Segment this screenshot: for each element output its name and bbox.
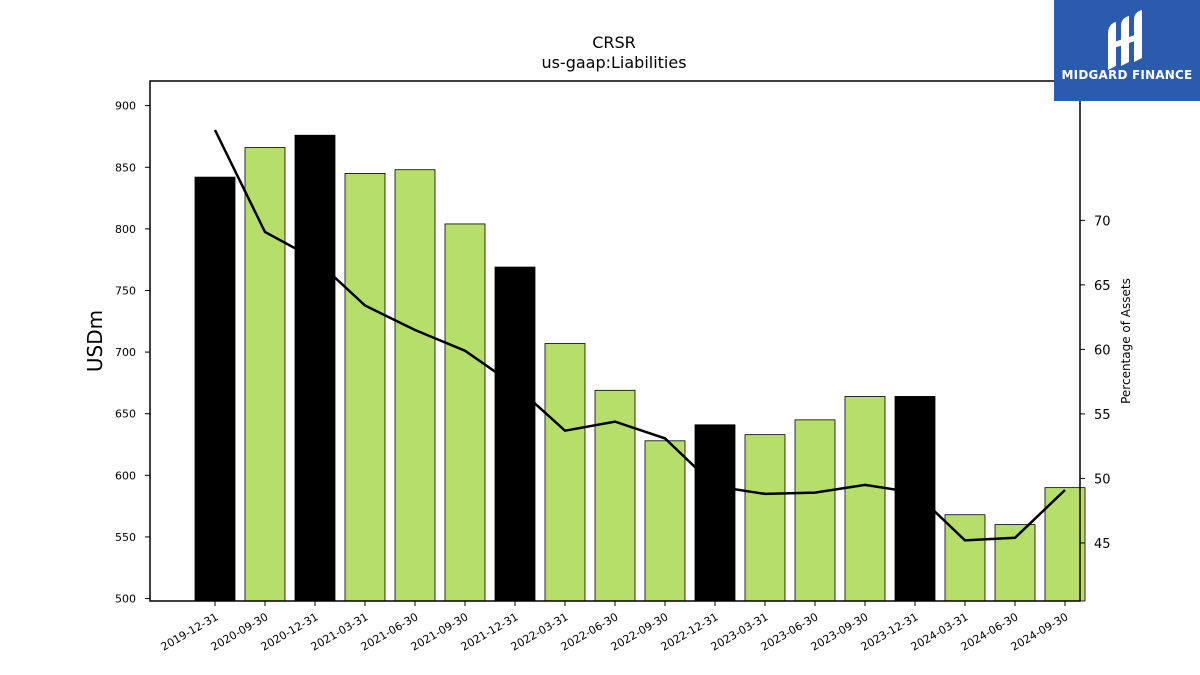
bar-2023-06-30 [794,419,836,602]
bar-2020-12-31 [294,134,336,602]
y2-axis-ticks: 45 50 55 60 65 70 [1080,214,1111,552]
y2-axis-label: Percentage of Assets [1119,278,1133,404]
bar-series [194,134,1086,602]
y-axis-label: USDm [83,310,107,372]
bar-2021-12-31 [494,266,536,602]
bar-2024-06-30 [994,524,1036,602]
bar-2020-09-30 [244,147,286,602]
bar-2021-09-30 [444,223,486,602]
y-tick-label: 550 [115,531,136,544]
chart-subtitle: us-gaap:Liabilities [541,53,686,72]
y2-tick-label: 60 [1094,343,1111,358]
percentage-line [213,129,1066,542]
y2-tick-label: 55 [1094,408,1111,423]
bar-2023-03-31 [744,434,786,602]
y2-tick-label: 50 [1094,472,1111,487]
bar-2022-03-31 [544,343,586,602]
bar-2023-12-31 [894,396,936,602]
y-tick-label: 600 [115,469,136,482]
y-tick-label: 700 [115,346,136,359]
y2-tick-label: 65 [1094,279,1111,294]
y2-tick-label: 70 [1094,214,1111,229]
bar-2021-06-30 [394,169,436,602]
bar-2021-03-31 [344,173,386,602]
x-axis-ticks: 2019-12-312020-09-302020-12-312021-03-31… [159,601,1071,654]
y-tick-label: 850 [115,161,136,174]
bar-2022-12-31 [694,424,736,602]
y-tick-label: 900 [115,100,136,113]
bar-2024-09-30 [1044,487,1086,602]
y-tick-label: 800 [115,223,136,236]
y-tick-label: 500 [115,593,136,606]
chart-title: CRSR [592,33,636,52]
y-tick-label: 650 [115,408,136,421]
plot-frame [149,80,1081,602]
bar-2023-09-30 [844,396,886,602]
midgard-finance-logo: MIDGARD FINANCE [1054,0,1200,101]
bar-2019-12-31 [194,176,236,602]
midgard-logo-icon [1108,10,1142,70]
y-axis-ticks: 500 550 600 650 700 750 800 850 900 [115,100,150,606]
y2-tick-label: 45 [1094,537,1111,552]
bar-2022-09-30 [644,440,686,602]
logo-text: MIDGARD FINANCE [1061,68,1193,82]
y-tick-label: 750 [115,284,136,297]
x-tick-label: 2024-09-30 [1009,610,1071,653]
